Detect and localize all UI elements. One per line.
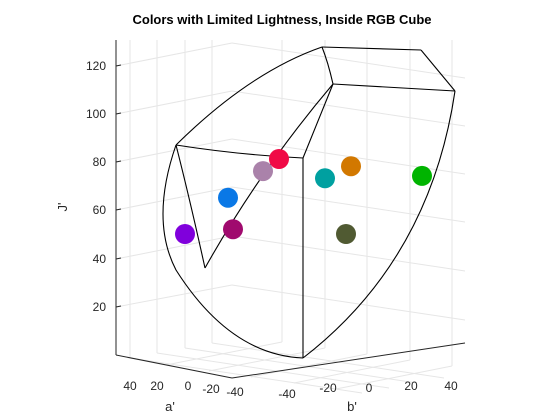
chart-title: Colors with Limited Lightness, Inside RG…	[132, 12, 431, 27]
j-tick-label: 120	[86, 59, 106, 73]
points-layer	[175, 149, 432, 244]
b-tick-label: 40	[444, 379, 458, 393]
b-tick-label: 0	[366, 381, 373, 395]
a-tick-label: -20	[202, 382, 220, 396]
point-green	[412, 165, 432, 186]
b-axis-label: b'	[347, 399, 357, 414]
j-tick-label: 100	[86, 107, 106, 121]
b-axis-line	[231, 342, 466, 379]
a-tick-label: 0	[185, 379, 192, 393]
axes-box	[115, 40, 466, 379]
j-tick-label: 20	[93, 300, 107, 314]
b-tick-label: -40	[278, 387, 296, 401]
j-tick-labels: 20 40 60 80 100 120	[86, 59, 106, 314]
j-tick-label: 60	[93, 203, 107, 217]
b-tick-label: 20	[404, 379, 418, 393]
point-crimson	[269, 149, 289, 169]
a-axis-line	[115, 354, 233, 379]
j-tick-label: 40	[93, 252, 107, 266]
a-axis-label: a'	[165, 399, 175, 414]
point-violet	[175, 224, 195, 244]
back-grid	[115, 40, 466, 394]
point-azure	[218, 187, 238, 208]
point-plum	[223, 219, 243, 240]
point-mauve	[253, 161, 273, 182]
a-tick-label: 20	[150, 379, 164, 393]
a-tick-label: -40	[226, 385, 244, 399]
b-tick-label: -20	[319, 381, 337, 395]
point-ochre	[341, 156, 361, 177]
a-tick-label: 40	[123, 379, 137, 393]
a-tick-labels: 40 20 0 -20 -40	[123, 379, 244, 399]
rgb-cube-wireframe	[162, 46, 456, 359]
b-tick-labels: -40 -20 0 20 40	[278, 379, 458, 401]
point-teal	[315, 168, 335, 189]
j-tick-label: 80	[93, 155, 107, 169]
j-axis-label: J'	[55, 203, 70, 212]
point-olive	[336, 224, 356, 244]
